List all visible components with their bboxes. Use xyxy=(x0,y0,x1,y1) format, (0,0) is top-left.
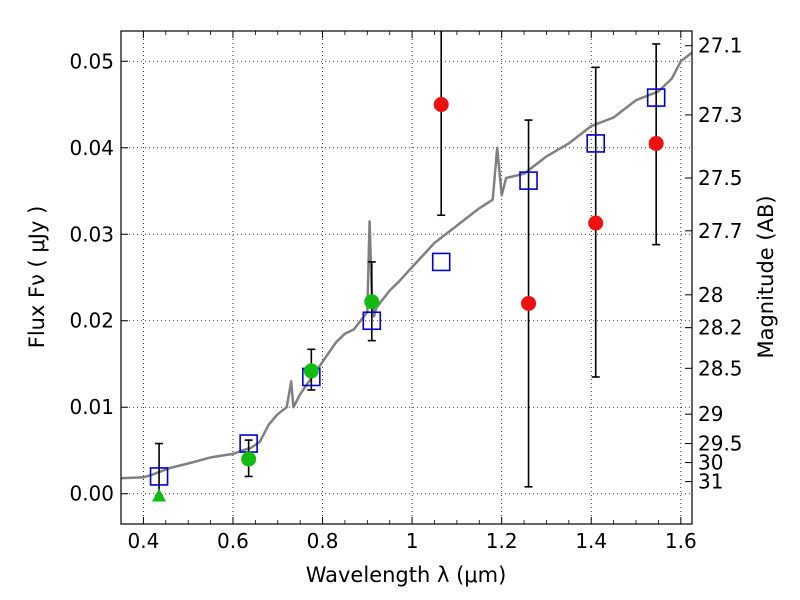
square-marker xyxy=(519,171,538,190)
mag-tick-label: 28 xyxy=(698,283,723,307)
data-markers xyxy=(149,88,666,502)
circle-marker xyxy=(648,135,664,151)
x-tick-label: 1 xyxy=(406,529,419,553)
mag-tick-label: 27.1 xyxy=(698,34,743,58)
y-tick-label: 0.03 xyxy=(69,222,114,246)
x-tick-label: 0.4 xyxy=(127,529,159,553)
mag-tick-label: 27.7 xyxy=(698,219,743,243)
square-marker xyxy=(149,467,169,486)
tick-labels: 0.4 0.6 0.8 1 1.2 1.4 1.6 0.00 0.01 0.02 0.03 0.04 0… xyxy=(69,34,742,553)
circle-marker xyxy=(588,215,604,231)
y-tick-label: 0.00 xyxy=(69,482,114,506)
mag-tick-label: 29 xyxy=(698,402,723,426)
axis-ticks xyxy=(120,31,692,524)
circle-marker xyxy=(521,295,537,311)
mag-tick-label: 27.5 xyxy=(698,166,743,190)
square-marker xyxy=(431,252,451,272)
x-axis-label: Wavelength λ (μm) xyxy=(306,563,507,587)
circle-marker xyxy=(433,97,449,113)
circle-marker xyxy=(364,294,380,310)
x-tick-label: 0.8 xyxy=(307,529,339,553)
triangle-marker xyxy=(152,488,167,502)
circle-marker xyxy=(241,451,257,467)
y-tick-label: 0.05 xyxy=(69,49,114,73)
x-tick-label: 1.4 xyxy=(575,529,607,553)
mag-tick-label: 28.5 xyxy=(698,356,743,380)
square-marker xyxy=(586,134,606,153)
y-tick-label: 0.04 xyxy=(69,136,114,160)
square-marker xyxy=(646,88,666,107)
mag-tick-label: 27.3 xyxy=(698,103,743,127)
mag-tick-label: 31 xyxy=(698,470,723,494)
x-tick-label: 0.6 xyxy=(217,529,249,553)
y-tick-label: 0.01 xyxy=(69,395,114,419)
mag-tick-label: 28.2 xyxy=(698,316,743,340)
y-axis-label: Flux Fν ( μJy ) xyxy=(25,206,49,349)
mag-tick-label: 29.5 xyxy=(698,432,743,456)
right-axis-label: Magnitude (AB) xyxy=(754,195,778,358)
y-tick-label: 0.02 xyxy=(69,309,114,333)
plot-frame xyxy=(120,30,693,525)
square-marker xyxy=(362,311,382,331)
mag-tick-label: 30 xyxy=(698,451,723,475)
x-tick-label: 1.6 xyxy=(665,529,697,553)
circle-marker xyxy=(303,363,319,379)
x-tick-label: 1.2 xyxy=(486,529,518,553)
